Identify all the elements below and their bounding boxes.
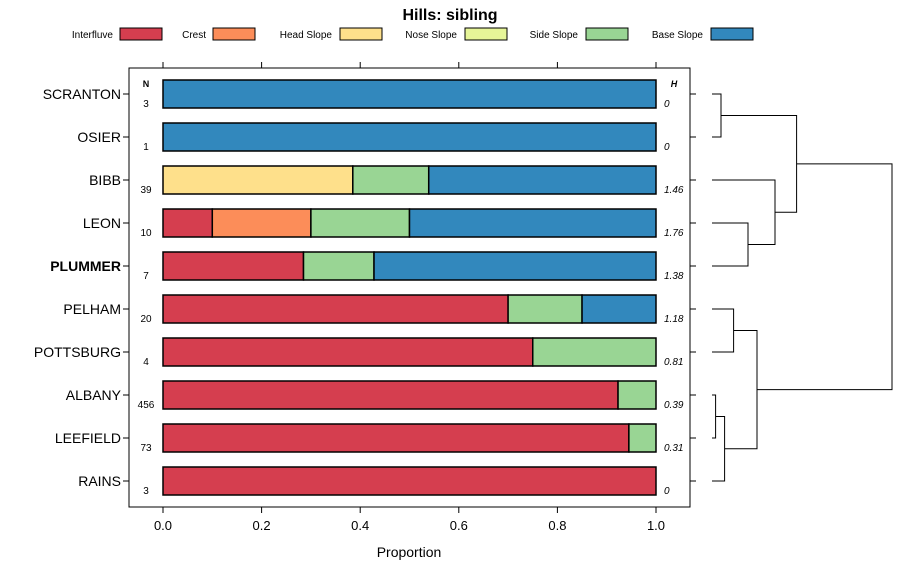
x-tick-label: 0.0 xyxy=(154,518,172,533)
bars xyxy=(162,79,657,496)
legend-swatch xyxy=(585,27,629,41)
h-value: 0 xyxy=(664,142,670,153)
category-label: BIBB xyxy=(89,172,121,188)
h-value: 1.18 xyxy=(664,314,684,325)
legend-swatch xyxy=(339,27,383,41)
dendrogram xyxy=(712,93,893,482)
legend-label: Interfluve xyxy=(72,30,114,41)
n-value: 4 xyxy=(143,357,149,368)
bar-segment xyxy=(507,294,583,324)
category-label: PLUMMER xyxy=(50,258,121,274)
bar-segment xyxy=(162,208,214,238)
x-tick-label: 0.8 xyxy=(548,518,566,533)
h-value: 0 xyxy=(664,99,670,110)
category-label: OSIER xyxy=(77,129,121,145)
n-value: 456 xyxy=(138,400,155,411)
n-value: 3 xyxy=(143,99,149,110)
bar-segment xyxy=(617,380,657,410)
x-tick-label: 0.2 xyxy=(253,518,271,533)
category-label: POTTSBURG xyxy=(34,344,121,360)
n-value: 10 xyxy=(140,228,152,239)
n-value: 73 xyxy=(140,443,152,454)
chart-title: Hills: sibling xyxy=(402,7,497,24)
bar-segment xyxy=(581,294,657,324)
legend-swatch xyxy=(119,27,163,41)
category-label: ALBANY xyxy=(66,387,122,403)
category-label: SCRANTON xyxy=(43,86,121,102)
n-value: 3 xyxy=(143,486,149,497)
bar-segment xyxy=(211,208,312,238)
x-tick-label: 1.0 xyxy=(647,518,665,533)
dendrogram-branch xyxy=(712,394,717,439)
x-tick-label: 0.4 xyxy=(351,518,369,533)
bar-segment xyxy=(162,337,534,367)
bar-segment xyxy=(373,251,657,281)
category-label: LEEFIELD xyxy=(55,430,121,446)
bar-segment xyxy=(408,208,657,238)
h-value: 0.31 xyxy=(664,443,683,454)
bar-segment xyxy=(162,423,630,453)
x-axis: 0.0 0.2 0.4 0.6 0.8 1.0 xyxy=(123,62,696,533)
h-value: 1.38 xyxy=(664,271,684,282)
bar-segment xyxy=(162,79,657,109)
legend-label: Base Slope xyxy=(652,30,704,41)
dendrogram-branch xyxy=(721,115,798,213)
dendrogram-branch xyxy=(712,416,726,482)
category-label: RAINS xyxy=(78,473,121,489)
h-header: H xyxy=(671,79,678,89)
legend-label: Side Slope xyxy=(530,30,579,41)
bar-segment xyxy=(162,165,354,195)
h-value: 0.81 xyxy=(664,357,683,368)
plot-panel: N H xyxy=(128,67,691,508)
legend-swatch xyxy=(212,27,256,41)
bar-segment xyxy=(162,294,509,324)
h-value: 0 xyxy=(664,486,670,497)
legend-label: Head Slope xyxy=(280,30,333,41)
x-tick-label: 0.6 xyxy=(450,518,468,533)
n-header: N xyxy=(143,79,150,89)
bar-segment xyxy=(162,380,619,410)
n-value: 1 xyxy=(143,142,149,153)
dendrogram-branch xyxy=(757,163,893,391)
legend-label: Crest xyxy=(182,30,206,41)
dendrogram-branch xyxy=(712,308,735,353)
bar-segment xyxy=(162,251,305,281)
n-value: 20 xyxy=(140,314,152,325)
legend-swatch xyxy=(710,27,754,41)
bar-segment xyxy=(352,165,430,195)
h-value: 0.39 xyxy=(664,400,684,411)
bar-segment xyxy=(302,251,375,281)
category-label: PELHAM xyxy=(63,301,121,317)
n-value: 7 xyxy=(143,271,149,282)
bar-segment xyxy=(427,165,657,195)
dendrogram-branch xyxy=(712,179,776,245)
dendrogram-branch xyxy=(712,222,749,267)
bar-segment xyxy=(532,337,657,367)
bar-segment xyxy=(628,423,657,453)
legend-swatch xyxy=(464,27,508,41)
plot-frame xyxy=(128,67,691,508)
bar-segment xyxy=(310,208,411,238)
n-value: 39 xyxy=(140,185,152,196)
h-value: 1.76 xyxy=(664,228,684,239)
dendrogram-branch xyxy=(724,330,758,450)
legend-label: Nose Slope xyxy=(405,30,457,41)
x-axis-label: Proportion xyxy=(377,544,442,560)
category-label: LEON xyxy=(83,215,121,231)
legend: Interfluve Crest Head Slope Nose Slope Side … xyxy=(72,27,754,41)
h-value: 1.46 xyxy=(664,185,684,196)
dendrogram-branch xyxy=(712,93,722,138)
bar-segment xyxy=(162,466,657,496)
bar-segment xyxy=(162,122,657,152)
